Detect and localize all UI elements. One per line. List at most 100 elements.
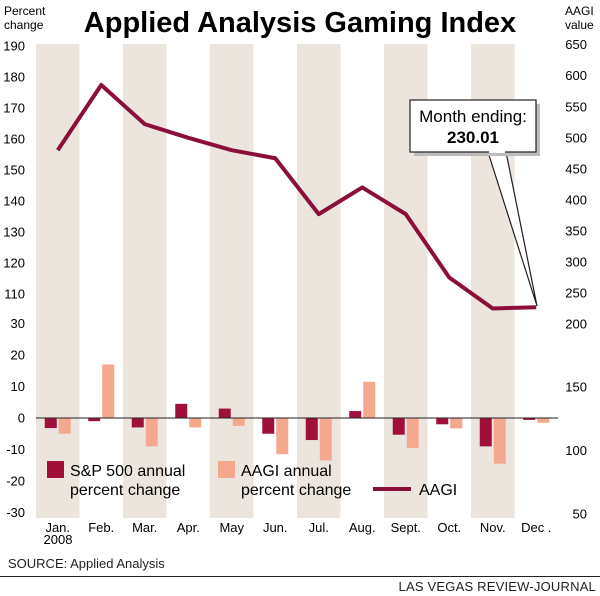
x-tick-label: Aug.	[349, 520, 376, 535]
left-tick-label: -20	[6, 474, 25, 489]
x-tick-label: Apr.	[177, 520, 200, 535]
right-tick-label: 250	[565, 285, 587, 300]
left-tick-label: 190	[3, 39, 25, 54]
right-axis-label-line2: value	[565, 18, 594, 32]
callout-label: Month ending:	[419, 107, 527, 126]
left-axis-label: Percent change	[4, 4, 49, 32]
left-tick-label: 180	[3, 70, 25, 85]
right-tick-label: 650	[565, 37, 587, 52]
source-credit: SOURCE: Applied Analysis	[8, 556, 165, 571]
legend-label-sp500-line2: percent change	[70, 482, 180, 499]
bar-sp500	[392, 418, 405, 435]
legend-swatch-aagi-change	[218, 461, 235, 478]
right-tick-label: 200	[565, 317, 587, 332]
bar-sp500	[88, 418, 101, 422]
left-axis-label-line2: change	[4, 18, 44, 32]
legend-label-sp500-line1: S&P 500 annual	[70, 463, 185, 480]
legend-label-sp500: S&P 500 annual percent change	[70, 463, 190, 499]
footer-rule	[0, 576, 600, 577]
bar-sp500	[175, 403, 188, 418]
x-tick-label: Dec .	[521, 520, 551, 535]
x-tick-label: Jan.	[45, 520, 70, 535]
left-tick-label: 20	[11, 348, 25, 363]
callout: Month ending: 230.01	[409, 99, 540, 307]
left-tick-label: 10	[11, 379, 25, 394]
right-tick-label: 50	[573, 507, 587, 522]
left-tick-label: 110	[4, 287, 25, 302]
bar-sp500	[479, 418, 492, 447]
callout-box	[409, 99, 537, 153]
left-tick-label: -30	[6, 505, 25, 520]
left-tick-label: 120	[3, 256, 25, 271]
x-tick-label: Jun.	[263, 520, 288, 535]
bar-sp500	[262, 418, 275, 434]
aagi-line	[56, 83, 537, 311]
right-tick-label: 600	[565, 68, 587, 83]
x-tick-label: May	[219, 520, 244, 535]
bar-sp500	[523, 418, 536, 420]
chart: Applied Analysis Gaming Index Percent ch…	[3, 4, 597, 547]
bar-aagi-change	[406, 418, 419, 448]
month-band	[297, 44, 341, 518]
month-band	[36, 44, 80, 518]
aagi-line-series	[56, 83, 537, 311]
right-axis-label: AAGI value	[565, 4, 597, 32]
bar-sp500	[436, 418, 449, 425]
chart-title: Applied Analysis Gaming Index	[84, 7, 516, 39]
bar-aagi-change	[450, 418, 463, 429]
right-tick-label: 350	[565, 223, 587, 238]
legend-label-aagi-change: AAGI annual percent change	[241, 463, 351, 499]
left-tick-label: 0	[18, 411, 25, 426]
month-band	[123, 44, 167, 518]
x-tick-label: Feb.	[88, 520, 114, 535]
x-tick-label: Nov.	[480, 520, 506, 535]
bar-aagi-change	[145, 418, 158, 447]
x-tick-label: Oct.	[437, 520, 461, 535]
left-tick-label: 170	[3, 101, 25, 116]
right-tick-label: 300	[565, 254, 587, 269]
publisher-credit: LAS VEGAS REVIEW-JOURNAL	[398, 579, 596, 594]
right-axis-label-line1: AAGI	[565, 4, 594, 18]
month-band	[210, 44, 254, 518]
bar-sp500	[305, 418, 318, 441]
bar-sp500	[44, 418, 57, 429]
left-tick-label: -10	[6, 442, 25, 457]
left-tick-label: 140	[3, 194, 25, 209]
x-tick-label: Jul.	[309, 520, 329, 535]
bar-aagi-change	[493, 418, 506, 464]
left-tick-label: 30	[11, 316, 25, 331]
right-tick-label: 500	[565, 130, 587, 145]
left-tick-label: 150	[3, 163, 25, 178]
right-tick-label: 100	[565, 443, 587, 458]
legend-label-aagi-change-line1: AAGI annual	[241, 463, 332, 480]
callout-value: 230.01	[447, 128, 499, 147]
bar-aagi-change	[537, 418, 550, 423]
bar-sp500	[218, 408, 231, 418]
bar-aagi-change	[319, 418, 332, 461]
right-tick-label: 450	[565, 161, 587, 176]
legend: S&P 500 annual percent change AAGI annua…	[47, 461, 457, 499]
month-bands	[36, 44, 515, 518]
bar-sp500	[349, 411, 362, 418]
x-tick-label: Sept.	[391, 520, 421, 535]
left-axis-ticks: 190 180 170 160 150 140 130 120 110 30 20 10 0 -10 -20…	[3, 39, 25, 521]
left-tick-label: 160	[3, 132, 25, 147]
legend-label-aagi-change-line2: percent change	[241, 482, 351, 499]
left-tick-label: 130	[3, 225, 25, 240]
bar-aagi-change	[232, 418, 245, 426]
legend-swatch-sp500	[47, 461, 64, 478]
x-axis-labels: Jan. Feb. Mar. Apr. May Jun. Jul. Aug. Sept. Oct.…	[45, 520, 551, 535]
bars	[44, 364, 550, 464]
right-tick-label: 550	[565, 99, 587, 114]
bar-aagi-change	[276, 418, 289, 455]
right-axis-ticks: 650 600 550 500 450 400 350 300 250 200 150 100 50	[565, 37, 587, 521]
right-tick-label: 400	[565, 192, 587, 207]
bar-aagi-change	[102, 364, 115, 418]
bar-aagi-change	[58, 418, 71, 434]
left-axis-label-line1: Percent	[4, 4, 46, 18]
x-axis-year-label: 2008	[44, 532, 73, 547]
bar-sp500	[131, 418, 144, 428]
x-tick-label: Mar.	[132, 520, 157, 535]
legend-label-aagi: AAGI	[419, 482, 457, 499]
bar-aagi-change	[363, 381, 376, 418]
